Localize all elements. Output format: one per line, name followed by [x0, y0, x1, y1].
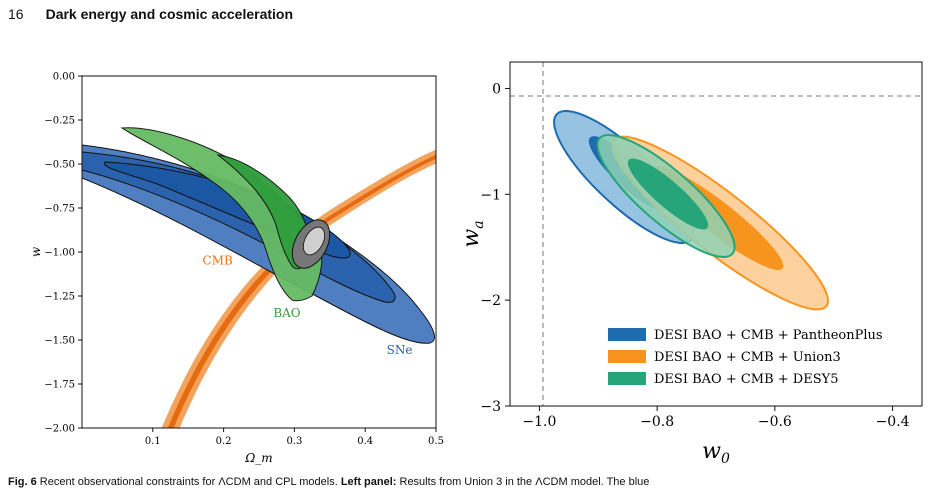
right-xtick-label: −0.4: [876, 414, 910, 430]
right-ytick-label: −1: [480, 187, 501, 203]
figure-caption: Fig. 6 Recent observational constraints …: [8, 476, 948, 488]
right-ylabel: wa: [459, 220, 487, 247]
left-xtick-label: 0.3: [286, 436, 302, 447]
legend-label-union3: DESI BAO + CMB + Union3: [654, 350, 841, 365]
left-ytick-label: −0.75: [44, 204, 75, 215]
caption-model-2: ΛCDM model. The blue: [535, 476, 650, 488]
caption-fig-label: Fig. 6: [8, 476, 37, 488]
page-number: 16: [8, 6, 24, 22]
left-ytick-label: −1.00: [44, 248, 75, 259]
legend-label-pantheonplus: DESI BAO + CMB + PantheonPlus: [654, 328, 883, 343]
caption-model-1: ΛCDM and CPL models.: [218, 476, 341, 488]
right-plot-frame: [509, 61, 923, 407]
left-ylabel: w: [29, 246, 43, 257]
right-ytick-label: −3: [480, 399, 501, 415]
legend-label-desy5: DESI BAO + CMB + DESY5: [654, 372, 838, 387]
left-ytick-label: −1.25: [44, 292, 75, 303]
left-xtick-label: 0.5: [428, 436, 444, 447]
legend: DESI BAO + CMB + PantheonPlus DESI BAO +…: [608, 328, 883, 387]
right-xtick-label: −1.0: [522, 414, 556, 430]
left-xtick-label: 0.1: [145, 436, 161, 447]
left-contour-plot: 0.1 0.2 0.3 0.4 0.5 0.00 −0.25 −0.50 −0.75 −1.00 −…: [29, 72, 444, 466]
right-ytick-label: 0: [492, 81, 501, 97]
caption-text-1: Recent observational constraints for: [36, 476, 219, 488]
left-ytick-label: −1.75: [44, 380, 75, 391]
left-xlabel: Ω_m: [244, 451, 272, 465]
running-title: Dark energy and cosmic acceleration: [45, 6, 294, 22]
combined-inner-contour: [302, 226, 326, 256]
caption-left-panel-label: Left panel:: [340, 476, 397, 488]
legend-swatch-desy5: [608, 372, 646, 385]
annotation-bao: BAO: [273, 306, 300, 320]
right-xtick-label: −0.6: [758, 414, 792, 430]
legend-swatch-union3: [608, 350, 646, 363]
right-xtick-label: −0.8: [640, 414, 674, 430]
left-ytick-label: −2.00: [44, 424, 75, 435]
left-xtick-label: 0.2: [216, 436, 232, 447]
page-header: 16 Dark energy and cosmic acceleration: [8, 6, 293, 28]
annotation-cmb: CMB: [203, 253, 233, 267]
left-ytick-label: −0.25: [44, 116, 75, 127]
cmb-outer-band: [161, 149, 436, 428]
right-ytick-label: −2: [480, 293, 501, 309]
right-contour-plot: −1.0 −0.8 −0.6 −0.4 0 −1 −2 −3 DESI BAO + CMB +…: [459, 61, 923, 467]
desy5-inner-contour: [627, 158, 709, 230]
left-xtick-label: 0.4: [357, 436, 373, 447]
left-ytick-label: −1.50: [44, 336, 75, 347]
right-xlabel: w0: [702, 439, 730, 467]
caption-text-2: Results from Union 3 in the: [396, 476, 536, 488]
annotation-sne: SNe: [387, 343, 413, 357]
left-ytick-label: 0.00: [53, 72, 75, 83]
legend-swatch-pantheonplus: [608, 328, 646, 341]
left-ytick-label: −0.50: [44, 160, 75, 171]
